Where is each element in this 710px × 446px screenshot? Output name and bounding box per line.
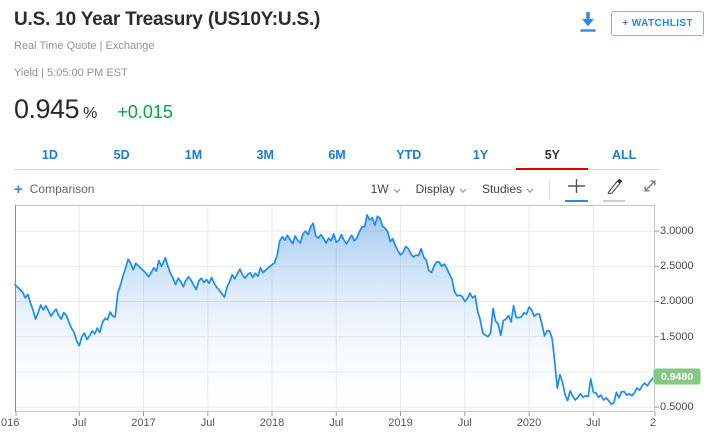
y-axis-label: 2.0000 [660, 295, 694, 308]
chevron-down-icon [526, 188, 534, 194]
display-dropdown[interactable]: Display [416, 182, 467, 196]
x-axis-label: Jul [72, 417, 87, 429]
add-watchlist-button[interactable]: + WATCHLIST [611, 11, 704, 36]
x-axis-label: Jul [200, 417, 215, 429]
pencil-icon [607, 178, 623, 195]
tab-5d[interactable]: 5D [113, 148, 130, 162]
chevron-down-icon [393, 188, 401, 194]
x-axis-label: Jul [329, 417, 344, 429]
y-axis-label: 3.0000 [660, 225, 694, 238]
comparison-label: Comparison [29, 182, 95, 196]
x-axis-label: 2018 [259, 417, 285, 429]
last-price-badge: 0.9480 [653, 367, 701, 385]
toolbar-right: 1W Display Studies [371, 177, 660, 202]
display-label: Display [415, 182, 455, 196]
price-value: 0.945 [14, 94, 80, 124]
tab-6m[interactable]: 6M [328, 148, 346, 162]
x-axis-label: 2019 [388, 417, 413, 429]
studies-dropdown[interactable]: Studies [482, 182, 534, 196]
crosshair-icon [568, 178, 585, 193]
plus-icon: + [14, 180, 23, 198]
tab-5y[interactable]: 5Y [516, 144, 589, 170]
quote-source: Real Time Quote | Exchange [14, 40, 155, 52]
x-axis-label: 2 [649, 417, 657, 429]
range-tabs: 1D 5D 1M 3M 6M YTD 1Y 5Y ALL [14, 144, 660, 170]
interval-value: 1W [370, 182, 389, 196]
draw-tool-button[interactable] [603, 177, 625, 202]
x-axis-label: 2020 [516, 417, 542, 429]
x-axis-label: Jul [586, 417, 601, 429]
y-axis-label: 1.5000 [660, 330, 694, 343]
chevron-down-icon [459, 188, 467, 194]
y-axis: 3.0000 2.5000 2.0000 1.5000 0.5000 [660, 205, 710, 414]
tab-1m[interactable]: 1M [184, 148, 203, 162]
studies-label: Studies [481, 182, 522, 196]
x-axis-label: Jul [457, 417, 472, 429]
quote-timestamp: Yield | 5:05:00 PM EST [14, 67, 128, 79]
price-row: 0.945 % +0.015 [14, 94, 173, 125]
tab-1y[interactable]: 1Y [472, 148, 489, 162]
download-arrow-icon [577, 12, 599, 37]
tab-ytd[interactable]: YTD [396, 148, 422, 162]
expand-arrows-icon [644, 180, 656, 192]
page-title: U.S. 10 Year Treasury (US10Y:U.S.) [14, 9, 321, 30]
x-axis-label: 016 [1, 417, 20, 429]
comparison-button[interactable]: + Comparison [14, 182, 94, 197]
header-actions: + WATCHLIST [575, 8, 704, 39]
tab-all[interactable]: ALL [611, 148, 637, 162]
price-unit: % [83, 105, 98, 122]
crosshair-tool-button[interactable] [565, 177, 588, 202]
interval-dropdown[interactable]: 1W [371, 182, 401, 196]
price-change: +0.015 [117, 102, 173, 122]
y-axis-label: 2.5000 [660, 260, 694, 273]
tab-3m[interactable]: 3M [256, 148, 274, 162]
fullscreen-button[interactable] [640, 177, 660, 202]
chart-area: 3.0000 2.5000 2.0000 1.5000 0.5000 0.9480 01… [0, 205, 710, 446]
toolbar-divider [549, 179, 550, 199]
x-axis-label: 2017 [131, 417, 156, 429]
x-axis: 016 Jul 2017 Jul 2018 Jul 2019 Jul 2020 Jul 2 [0, 417, 710, 433]
y-axis-label: 0.5000 [660, 401, 694, 414]
chart-toolbar: + Comparison 1W Display Studies [14, 177, 660, 202]
price-chart[interactable] [14, 205, 659, 416]
download-button[interactable] [575, 8, 601, 39]
tab-1d[interactable]: 1D [41, 148, 58, 162]
